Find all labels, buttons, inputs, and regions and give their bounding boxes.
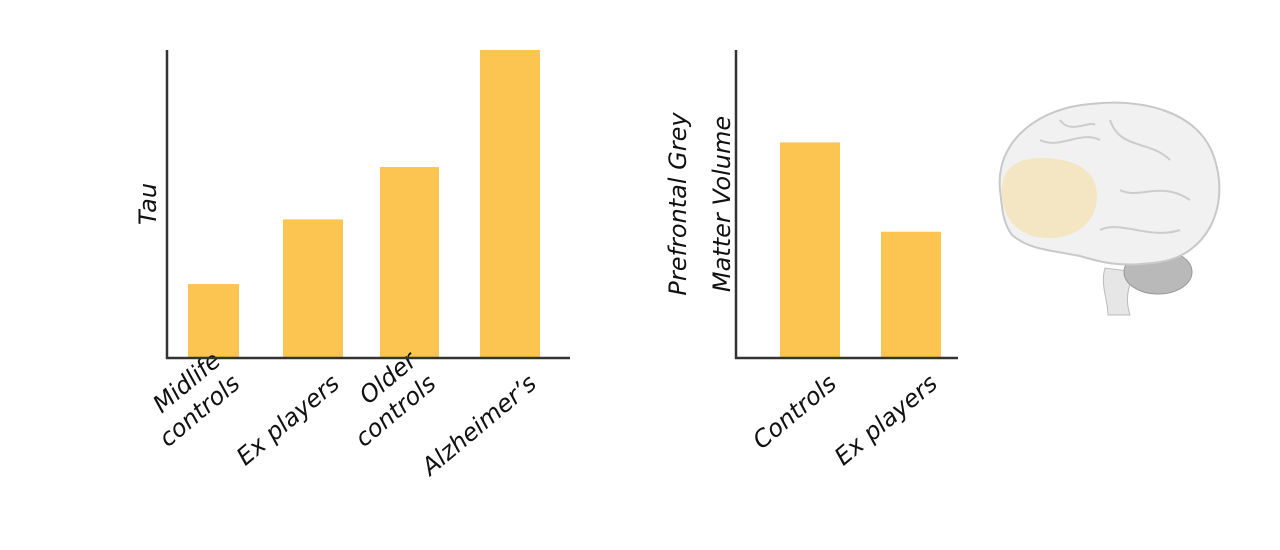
y-axis-label-line: Matter Volume <box>708 116 736 292</box>
axis <box>734 50 958 360</box>
brain-illustration <box>998 101 1221 316</box>
y-axis-label-line: Tau <box>134 183 162 225</box>
bar <box>188 284 239 358</box>
bar <box>881 231 941 358</box>
y-axis-label: Prefrontal Grey Matter Volume <box>664 112 736 296</box>
bar <box>380 167 439 358</box>
x-tick-label: Ex players <box>829 369 943 471</box>
x-tick-label: Midlifecontrols <box>134 346 245 452</box>
axis <box>165 50 570 360</box>
x-tick-label: Controls <box>747 369 841 455</box>
bar <box>480 50 540 358</box>
x-tick-label: Ex players <box>231 369 345 471</box>
y-axis-label: Tau <box>134 183 162 225</box>
bar <box>283 219 343 358</box>
bar <box>780 142 840 358</box>
x-tick-label-line: Ex players <box>231 369 345 471</box>
x-tick-label-line: Ex players <box>829 369 943 471</box>
x-tick-label-line: Controls <box>747 369 841 455</box>
y-axis-label-line: Prefrontal Grey <box>664 112 692 296</box>
x-tick-label: Oldercontrols <box>330 345 443 453</box>
